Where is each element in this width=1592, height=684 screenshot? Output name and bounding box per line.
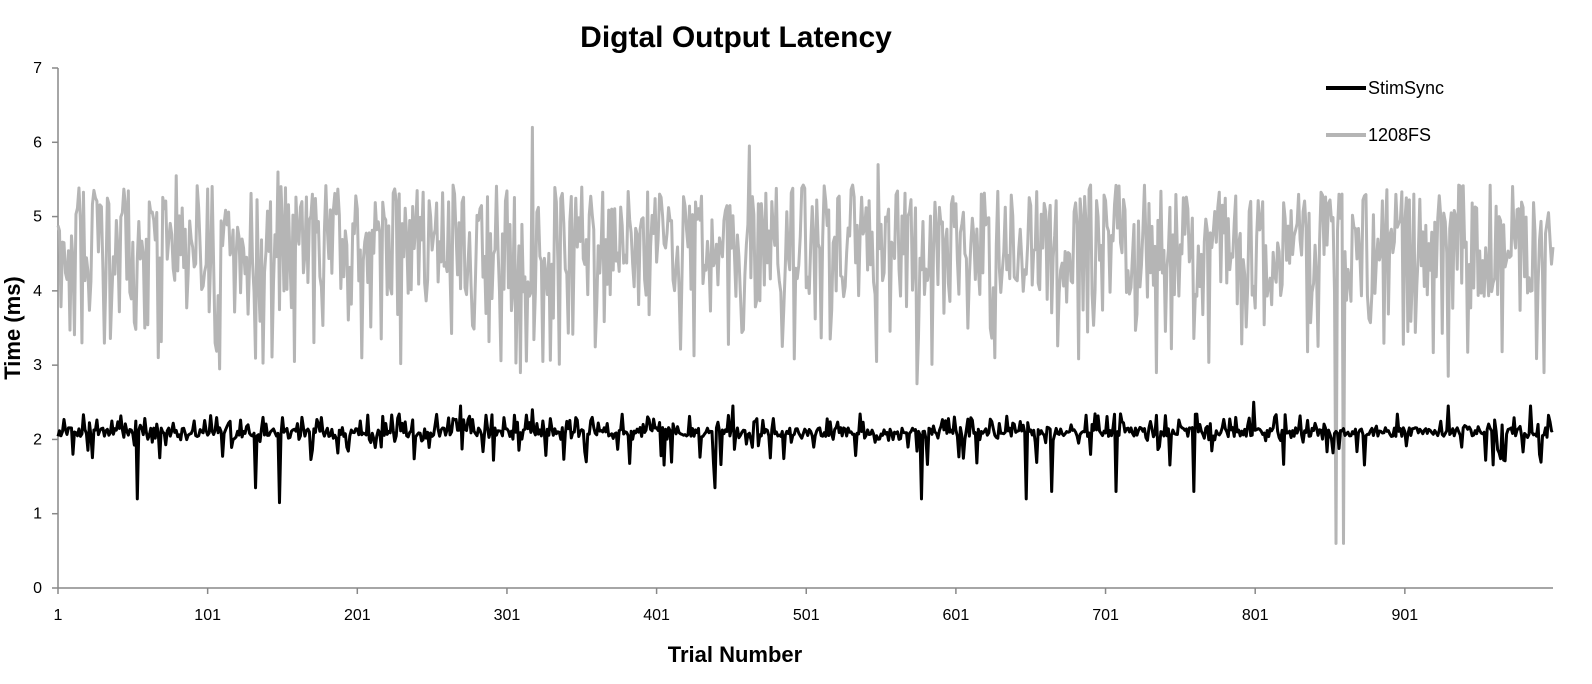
- x-tick-label: 901: [1391, 607, 1418, 624]
- legend-label-stimsync: StimSync: [1368, 78, 1444, 98]
- x-tick-label: 801: [1242, 607, 1269, 624]
- chart-title: Digtal Output Latency: [580, 21, 892, 54]
- x-tick-label: 501: [793, 607, 820, 624]
- y-tick-label: 4: [33, 283, 42, 300]
- y-tick-label: 2: [33, 431, 42, 448]
- x-tick-label: 201: [344, 607, 371, 624]
- x-tick-label: 701: [1092, 607, 1119, 624]
- y-tick-label: 3: [33, 357, 42, 374]
- x-axis-ticks: 1 101 201 301 401 501 601 701 801 901: [54, 588, 1418, 624]
- series-line-1208fs: [56, 125, 1555, 545]
- series-layer: [56, 125, 1555, 545]
- legend-label-1208fs: 1208FS: [1368, 125, 1431, 145]
- y-axis-label: Time (ms): [0, 276, 25, 380]
- y-axis-ticks: 0 1 2 3 4 5 6 7: [33, 60, 58, 597]
- x-tick-label: 601: [943, 607, 970, 624]
- x-tick-label: 1: [54, 607, 63, 624]
- series-line-stimsync: [56, 400, 1554, 505]
- legend: StimSync 1208FS: [1326, 78, 1444, 145]
- x-tick-label: 401: [643, 607, 670, 624]
- y-tick-label: 6: [33, 134, 42, 151]
- x-tick-label: 301: [494, 607, 521, 624]
- y-tick-label: 5: [33, 209, 42, 226]
- y-tick-label: 7: [33, 60, 42, 77]
- y-tick-label: 0: [33, 580, 42, 597]
- x-tick-label: 101: [194, 607, 221, 624]
- x-axis-label: Trial Number: [668, 642, 803, 667]
- y-tick-label: 1: [33, 506, 42, 523]
